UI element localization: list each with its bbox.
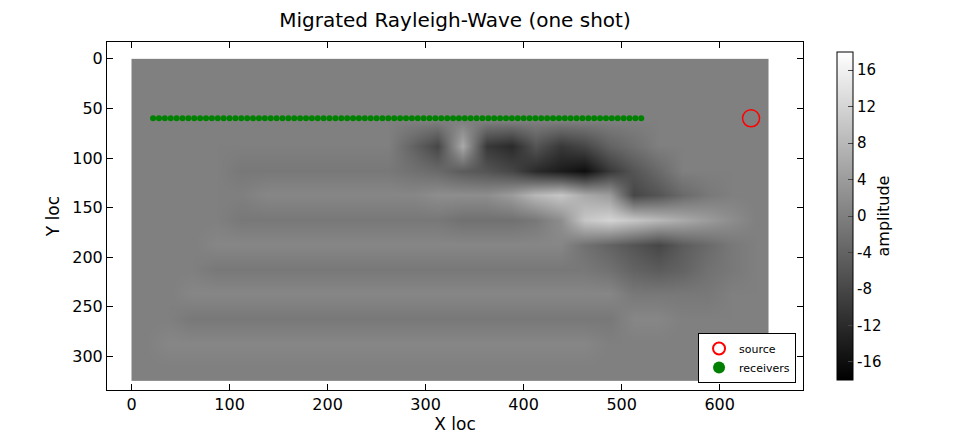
svg-text:-8: -8 (857, 280, 872, 298)
svg-text:receivers: receivers (739, 362, 790, 375)
svg-text:200: 200 (312, 395, 343, 414)
svg-text:4: 4 (857, 171, 867, 189)
svg-text:300: 300 (72, 347, 103, 366)
svg-text:250: 250 (72, 297, 103, 316)
svg-text:500: 500 (606, 395, 637, 414)
svg-text:50: 50 (82, 99, 102, 118)
svg-text:-12: -12 (857, 317, 882, 335)
svg-text:amplitude: amplitude (874, 176, 893, 257)
svg-text:source: source (739, 343, 776, 356)
svg-text:100: 100 (72, 149, 103, 168)
svg-text:16: 16 (857, 61, 876, 79)
svg-text:12: 12 (857, 98, 876, 116)
svg-text:600: 600 (704, 395, 735, 414)
svg-text:300: 300 (410, 395, 441, 414)
svg-text:8: 8 (857, 134, 867, 152)
svg-text:200: 200 (72, 248, 103, 267)
svg-text:-16: -16 (857, 353, 882, 371)
svg-text:100: 100 (214, 395, 245, 414)
svg-text:150: 150 (72, 198, 103, 217)
svg-text:Migrated Rayleigh-Wave (one sh: Migrated Rayleigh-Wave (one shot) (279, 8, 631, 32)
svg-text:400: 400 (508, 395, 539, 414)
svg-text:0: 0 (857, 207, 867, 225)
svg-text:0: 0 (93, 49, 103, 68)
svg-text:Y loc: Y loc (43, 196, 63, 237)
svg-text:0: 0 (126, 395, 136, 414)
svg-text:-4: -4 (857, 244, 872, 262)
svg-text:X loc: X loc (434, 414, 476, 434)
